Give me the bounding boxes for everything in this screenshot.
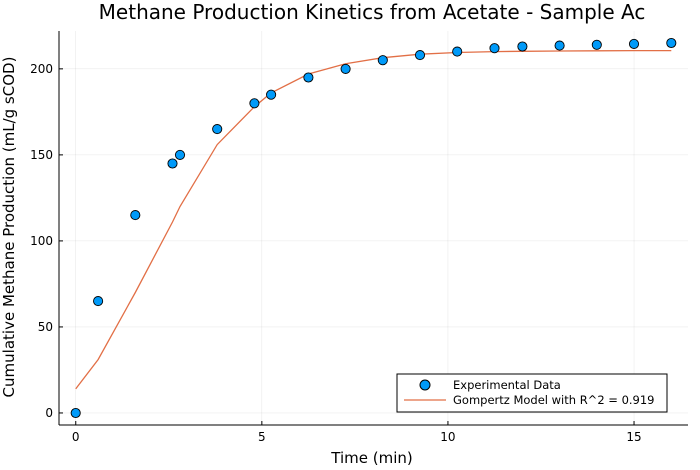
data-point xyxy=(93,296,104,307)
x-tick-label: 10 xyxy=(440,430,455,444)
data-point xyxy=(340,63,351,74)
x-tick-label: 5 xyxy=(258,430,266,444)
data-point xyxy=(628,38,640,49)
data-point xyxy=(591,39,602,50)
legend-marker-experimental xyxy=(419,379,431,391)
data-point xyxy=(489,43,500,54)
data-point xyxy=(554,40,565,51)
y-axis-label: Cumulative Methane Production (mL/g sCOD… xyxy=(0,57,18,398)
legend-box xyxy=(396,373,668,413)
y-tick-label: 200 xyxy=(30,62,53,76)
y-tick-label: 100 xyxy=(30,234,53,248)
legend-label-gompertz: Gompertz Model with R^2 = 0.919 xyxy=(453,393,655,407)
grid xyxy=(59,31,688,425)
data-point xyxy=(167,158,178,169)
legend: Experimental Data Gompertz Model with R^… xyxy=(396,373,668,413)
series-line-gompertz xyxy=(75,49,672,390)
data-point xyxy=(130,210,141,221)
data-point xyxy=(212,124,223,135)
chart-title: Methane Production Kinetics from Acetate… xyxy=(99,0,646,24)
legend-label-experimental: Experimental Data xyxy=(453,378,561,392)
x-tick-label: 15 xyxy=(626,430,641,444)
data-point xyxy=(249,98,260,109)
x-axis-label: Time (min) xyxy=(330,449,412,467)
plot-frame xyxy=(58,31,688,426)
data-point xyxy=(70,407,81,419)
y-tick-label: 50 xyxy=(38,320,53,334)
series-layer xyxy=(70,37,677,419)
y-tick-label: 150 xyxy=(30,148,53,162)
data-point xyxy=(517,41,528,52)
data-point xyxy=(452,46,463,57)
y-tick-label: 0 xyxy=(45,406,53,420)
data-point xyxy=(666,37,677,49)
data-point xyxy=(377,55,388,66)
x-tick-label: 0 xyxy=(72,430,80,444)
data-point xyxy=(303,72,314,83)
data-point xyxy=(414,50,426,61)
data-point xyxy=(174,149,186,160)
data-point xyxy=(266,89,277,100)
